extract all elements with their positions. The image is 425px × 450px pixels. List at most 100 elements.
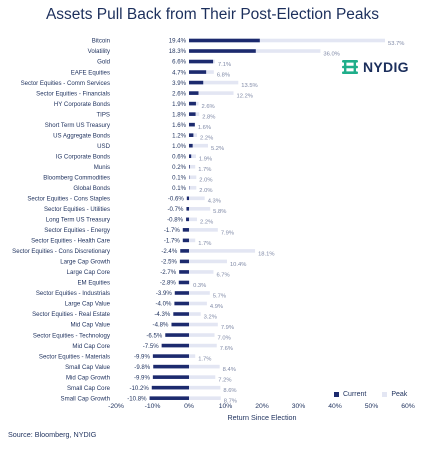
- category-label: Munis: [94, 164, 110, 171]
- peak-bar: [189, 291, 210, 295]
- peak-value-label: 13.5%: [241, 83, 257, 89]
- current-bar: [179, 259, 189, 264]
- x-tick-label: 30%: [292, 403, 306, 410]
- peak-value-label: 53.7%: [388, 41, 404, 47]
- peak-value-label: 1.7%: [198, 357, 211, 363]
- current-bar: [189, 112, 196, 116]
- current-bar: [186, 207, 189, 211]
- category-label: Sector Equities - Cons Discretionary: [12, 248, 111, 255]
- current-value-label: -2.8%: [160, 280, 177, 287]
- category-label: Sector Equities - Utilities: [44, 206, 110, 213]
- category-label: Large Cap Growth: [60, 259, 110, 266]
- peak-value-label: 4.9%: [210, 304, 223, 310]
- x-tick-label: 0%: [184, 403, 194, 410]
- peak-value-label: 3.2%: [204, 314, 217, 320]
- peak-value-label: 7.9%: [221, 230, 234, 236]
- current-bar: [180, 249, 189, 253]
- current-bar: [189, 70, 207, 74]
- current-value-label: -9.9%: [134, 353, 151, 360]
- category-label: Large Cap Value: [65, 301, 111, 308]
- peak-value-label: 36.0%: [323, 51, 339, 57]
- current-bar: [189, 122, 195, 127]
- peak-bar: [189, 228, 218, 232]
- current-bar: [189, 49, 256, 53]
- peak-bar: [189, 343, 217, 348]
- x-axis-ticks: -20% -10% 0% 10% 20% 30% 40% 50% 60%: [108, 403, 415, 410]
- current-value-label: -4.0%: [155, 301, 172, 308]
- x-tick-label: 60%: [401, 403, 415, 410]
- peak-value-label: 8.7%: [224, 399, 237, 405]
- category-label: Sector Equities - Real Estate: [32, 311, 111, 318]
- current-value-label: 4.7%: [172, 69, 186, 76]
- current-value-label: 0.1%: [172, 174, 186, 181]
- peak-bar: [189, 280, 191, 285]
- nydig-logo-icon: [342, 60, 358, 74]
- current-value-label: -2.5%: [161, 259, 178, 266]
- category-label: IG Corporate Bonds: [56, 153, 110, 160]
- peak-value-label: 1.7%: [198, 241, 211, 247]
- current-bar: [165, 333, 189, 337]
- peak-value-label: 18.1%: [258, 251, 274, 257]
- peak-bar: [189, 354, 196, 358]
- peak-bar: [189, 249, 256, 253]
- current-value-label: -0.7%: [168, 206, 185, 213]
- current-value-label: 0.2%: [172, 164, 186, 171]
- peak-bar: [189, 175, 197, 180]
- current-bar: [153, 364, 189, 369]
- current-bar: [189, 143, 193, 148]
- x-tick-label: -10%: [145, 403, 161, 410]
- current-value-label: -2.4%: [161, 248, 178, 255]
- peak-bar: [189, 375, 216, 379]
- category-label: HY Corporate Bonds: [54, 101, 110, 108]
- current-value-label: -9.9%: [134, 374, 151, 381]
- category-label: Small Cap Value: [65, 364, 111, 371]
- category-label: Sector Equities - Financials: [36, 90, 110, 97]
- peak-value-label: 7.9%: [221, 325, 234, 331]
- peak-value-label: 10.4%: [230, 262, 246, 268]
- peak-bar: [189, 396, 221, 400]
- x-tick-label: 20%: [255, 403, 269, 410]
- current-bar: [186, 217, 189, 222]
- peak-bar: [189, 196, 205, 201]
- current-value-label: 19.4%: [169, 38, 187, 45]
- legend: Current Peak: [334, 391, 407, 398]
- peak-bar: [189, 259, 227, 264]
- peak-bars: [189, 38, 386, 400]
- category-label: Small Cap Core: [67, 385, 111, 392]
- legend-swatch-peak: [382, 392, 388, 397]
- category-label: Mid Cap Growth: [66, 374, 110, 381]
- category-label: USD: [97, 143, 110, 150]
- current-bar: [189, 91, 199, 95]
- category-label: Sector Equities - Cons Staples: [27, 196, 110, 203]
- peak-value-label: 8.6%: [223, 388, 236, 394]
- current-value-label: -6.5%: [146, 332, 163, 339]
- peak-value-label: 2.2%: [200, 220, 213, 226]
- current-bar: [189, 133, 194, 137]
- peak-bar: [189, 91, 234, 95]
- current-value-label: -0.6%: [168, 196, 185, 203]
- current-bar: [171, 322, 189, 327]
- current-bars: [149, 38, 260, 400]
- current-value-label: 0.6%: [172, 153, 186, 160]
- peak-value-label: 7.2%: [218, 378, 231, 384]
- current-value-label: -9.8%: [134, 364, 151, 371]
- current-value-label: 18.3%: [169, 48, 187, 55]
- peak-value-label: 6.8%: [217, 72, 230, 78]
- current-value-label: -1.7%: [164, 227, 181, 234]
- current-bar: [189, 80, 204, 85]
- current-value-label: 1.9%: [172, 101, 186, 108]
- current-value-labels: 19.4% 18.3% 6.6% 4.7% 3.9% 2.6% 1.9% 1.8% 1.6% 1.…: [127, 38, 186, 403]
- peak-bar: [189, 143, 208, 148]
- category-label: Bloomberg Commodities: [43, 174, 110, 181]
- category-label: Bitcoin: [92, 38, 110, 45]
- legend-swatch-current: [334, 392, 339, 397]
- category-labels: Bitcoin Volatility Gold EAFE Equities Sector…: [12, 38, 111, 403]
- current-value-label: -10.8%: [127, 395, 147, 402]
- current-value-label: 1.6%: [172, 122, 186, 129]
- peak-bar: [189, 154, 196, 159]
- peak-value-label: 12.2%: [237, 94, 253, 100]
- peak-bar: [189, 301, 207, 306]
- peak-bar: [189, 238, 196, 243]
- legend-label-current: Current: [343, 391, 367, 398]
- peak-value-label: 5.2%: [211, 146, 224, 152]
